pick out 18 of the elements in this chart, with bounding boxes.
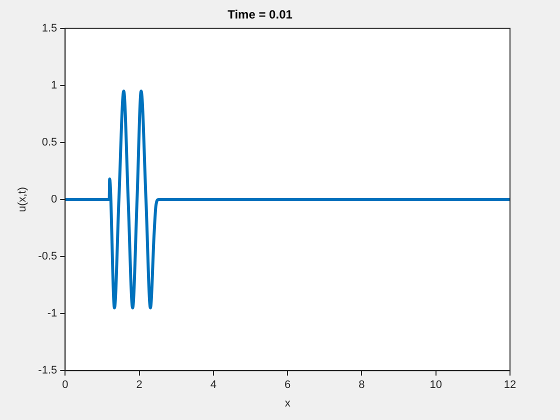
x-tick-label: 10 xyxy=(430,379,442,392)
y-tick-label: 1.5 xyxy=(42,22,58,34)
line-series xyxy=(65,90,510,310)
x-axis-title: x xyxy=(284,397,291,410)
y-axis-title: u(x,t) xyxy=(16,186,29,212)
x-tick-label: 12 xyxy=(504,379,516,392)
x-tick-label: 0 xyxy=(62,379,68,392)
x-tick-label: 8 xyxy=(358,379,365,392)
x-tick-label: 6 xyxy=(284,379,291,392)
y-tick-label: 1 xyxy=(51,79,58,92)
chart-title: Time = 0.01 xyxy=(228,8,293,22)
y-tick-label: 0 xyxy=(51,194,58,206)
y-tick-label: -0.5 xyxy=(38,250,58,263)
x-tick-label: 2 xyxy=(136,379,142,392)
x-tick-label: 4 xyxy=(210,379,216,392)
y-tick-label: 0.5 xyxy=(42,136,58,148)
y-tick-label: -1 xyxy=(47,308,58,320)
y-tick-label: -1.5 xyxy=(38,364,58,377)
